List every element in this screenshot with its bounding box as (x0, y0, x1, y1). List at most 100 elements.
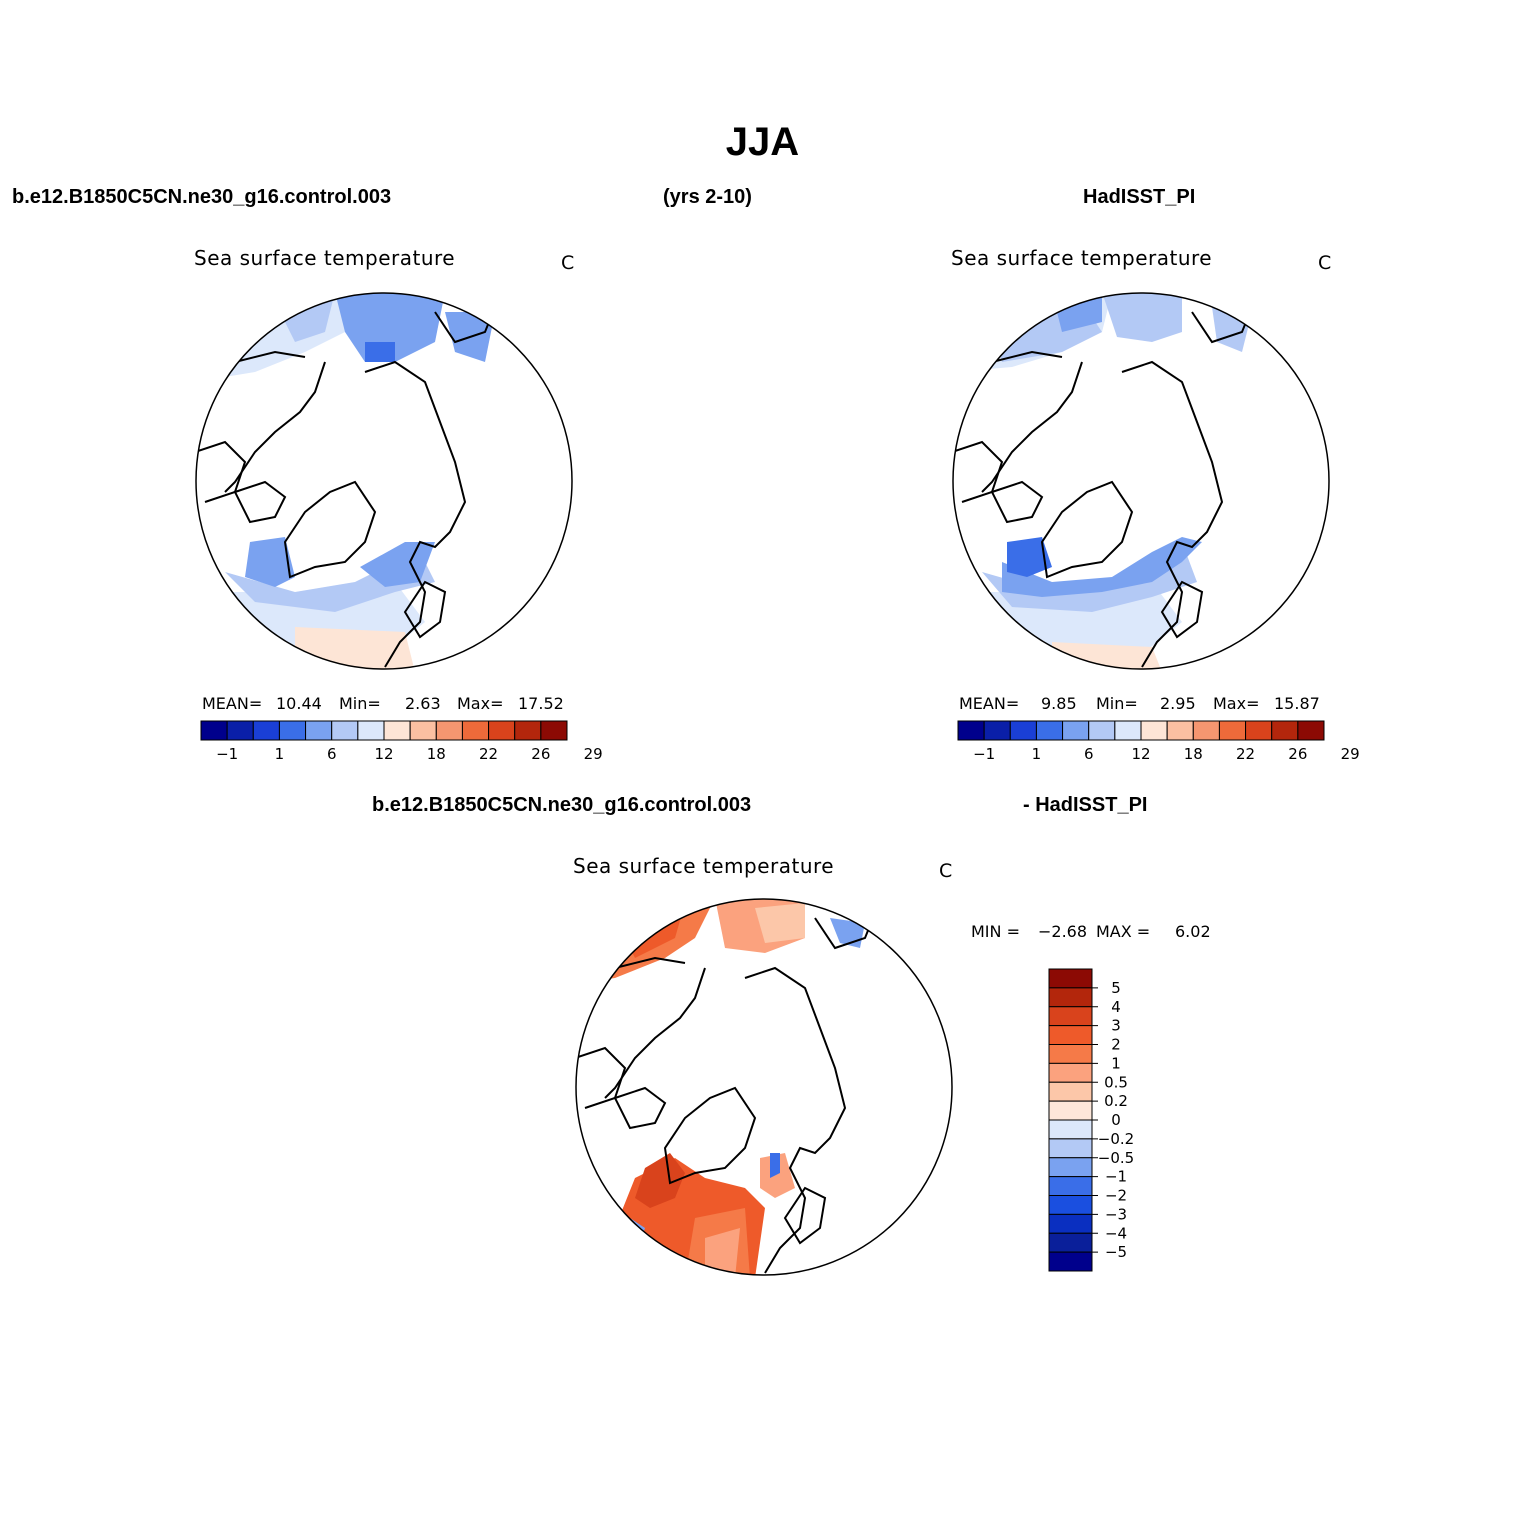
colorbar-2-swatch-11 (1245, 720, 1273, 741)
colorbar-2-swatch-8 (1166, 720, 1194, 741)
colorbar-diff-label-6: 0.2 (1104, 1092, 1128, 1110)
colorbar-2-label-3: 12 (1131, 745, 1150, 763)
colorbar-1-swatch-4 (305, 720, 333, 741)
colorbar-2-label-6: 26 (1288, 745, 1307, 763)
colorbar-1-label-0: −1 (216, 745, 238, 763)
diff-greenland-sea-hot (635, 1153, 685, 1208)
colorbar-diff-label-12: −3 (1105, 1205, 1127, 1223)
colorbar-2-swatch-10 (1218, 720, 1247, 741)
colorbar-diff-swatch-0 (1048, 968, 1093, 989)
colorbar-diff-label-8: −0.2 (1098, 1130, 1134, 1148)
coast-greenland (1040, 480, 1134, 579)
colorbar-2-swatch-2 (1009, 720, 1037, 741)
colorbar-diff-swatch-13 (1048, 1213, 1093, 1234)
coast-alaska (604, 967, 706, 1099)
sst-okhotsk (335, 293, 445, 362)
colorbar-2-swatch-6 (1114, 720, 1142, 741)
map-panel-1 (195, 292, 573, 670)
colorbar-1-swatch-12 (514, 720, 542, 741)
coast-hudson (196, 440, 247, 503)
coast-asia (364, 360, 467, 668)
coast-alaska (981, 361, 1083, 493)
colorbar-1-swatch-9 (435, 720, 463, 741)
diff-max: 6.02 (1175, 922, 1211, 941)
colorbar-1-swatch-3 (278, 720, 307, 741)
panel-2-title: Sea surface temperature (951, 246, 1213, 270)
colorbar-panel-2: −1 1 6 12 18 22 26 29 (957, 720, 1360, 763)
main-title: JJA (725, 120, 800, 164)
colorbar-diff-label-5: 0.5 (1104, 1073, 1128, 1091)
coast-canada-islands (990, 480, 1044, 524)
panel-2-mean: 9.85 (1041, 694, 1077, 713)
colorbar-diff-label-10: −1 (1105, 1168, 1127, 1186)
colorbar-1-swatch-10 (461, 720, 490, 741)
coast-scandinavia (783, 1186, 827, 1245)
diff-atlantic-mild (705, 1228, 740, 1275)
coast-scandinavia (1160, 580, 1204, 639)
colorbar-diff-swatch-9 (1048, 1138, 1093, 1159)
colorbar-1-swatch-8 (409, 720, 437, 741)
map-panel-diff (575, 898, 953, 1276)
panel-1-min-label: Min= (339, 694, 381, 713)
case-name-header: b.e12.B1850C5CN.ne30_g16.control.003 (12, 186, 392, 208)
colorbar-diff-label-9: −0.5 (1098, 1149, 1134, 1167)
colorbar-2-label-4: 18 (1184, 745, 1203, 763)
diff-min: −2.68 (1038, 922, 1088, 941)
colorbar-1-swatch-2 (252, 720, 280, 741)
colorbar-diff-label-2: 3 (1111, 1017, 1121, 1035)
colorbar-2-label-2: 6 (1084, 745, 1094, 763)
colorbar-diff-label-14: −5 (1105, 1243, 1127, 1261)
colorbar-diff-swatch-3 (1048, 1025, 1093, 1045)
colorbar-diff-label-13: −4 (1105, 1224, 1127, 1242)
colorbar-diff-label-1: 4 (1111, 998, 1121, 1016)
diff-case-header: b.e12.B1850C5CN.ne30_g16.control.003 (372, 794, 752, 816)
colorbar-diff-swatch-1 (1048, 987, 1093, 1008)
colorbar-diff-label-11: −2 (1105, 1187, 1127, 1205)
colorbar-1-swatch-6 (357, 720, 385, 741)
sst-atlantic-cool (1002, 537, 1202, 597)
colorbar-1-label-5: 22 (479, 745, 498, 763)
colorbar-1-label-2: 6 (327, 745, 337, 763)
coast-canada-islands (613, 1086, 667, 1130)
colorbar-1-swatch-0 (200, 720, 228, 741)
colorbar-diff-swatch-8 (1048, 1119, 1093, 1140)
colorbar-diff-swatch-5 (1048, 1062, 1093, 1083)
panel-1-mean-label: MEAN= (202, 694, 263, 713)
coast-alaska (224, 361, 326, 493)
diff-panel-units: C (939, 860, 953, 882)
years-header: (yrs 2-10) (663, 186, 752, 208)
colorbar-diff-swatch-15 (1048, 1251, 1093, 1272)
map-panel-2 (952, 292, 1330, 670)
panel-2-units: C (1318, 252, 1332, 274)
diff-norway-cool (770, 1153, 780, 1178)
colorbar-2-swatch-12 (1271, 720, 1299, 741)
panel-1-max: 17.52 (518, 694, 564, 713)
colorbar-2-swatch-5 (1088, 720, 1116, 741)
colorbar-1-swatch-11 (488, 720, 516, 741)
sst-atlantic-mid (225, 542, 435, 612)
colorbar-2-swatch-4 (1062, 720, 1090, 741)
coast-hudson (576, 1046, 627, 1109)
coast-asia (1121, 360, 1224, 668)
coast-hudson (953, 440, 1004, 503)
colorbar-1-swatch-1 (226, 720, 254, 741)
sst-labrador (245, 537, 295, 587)
colorbar-2-swatch-13 (1297, 720, 1325, 741)
sst-atlantic-warm (295, 627, 415, 669)
colorbar-1-label-6: 26 (531, 745, 550, 763)
diff-okhotsk-light (755, 903, 805, 943)
colorbar-2-swatch-1 (983, 720, 1011, 741)
colorbar-1-label-4: 18 (427, 745, 446, 763)
colorbar-diff-label-4: 1 (1111, 1054, 1121, 1072)
colorbar-1-swatch-5 (331, 720, 359, 741)
colorbar-1-label-1: 1 (275, 745, 285, 763)
colorbar-diff-label-7: 0 (1111, 1111, 1121, 1129)
diff-norway-warm (760, 1153, 795, 1198)
diff-min-label: MIN = (971, 922, 1020, 941)
colorbar-2-label-5: 22 (1236, 745, 1255, 763)
panel-2-max: 15.87 (1274, 694, 1320, 713)
diff-obs-header: - HadISST_PI (1023, 794, 1148, 816)
panel-1-mean: 10.44 (276, 694, 322, 713)
coast-canada-islands (233, 480, 287, 524)
